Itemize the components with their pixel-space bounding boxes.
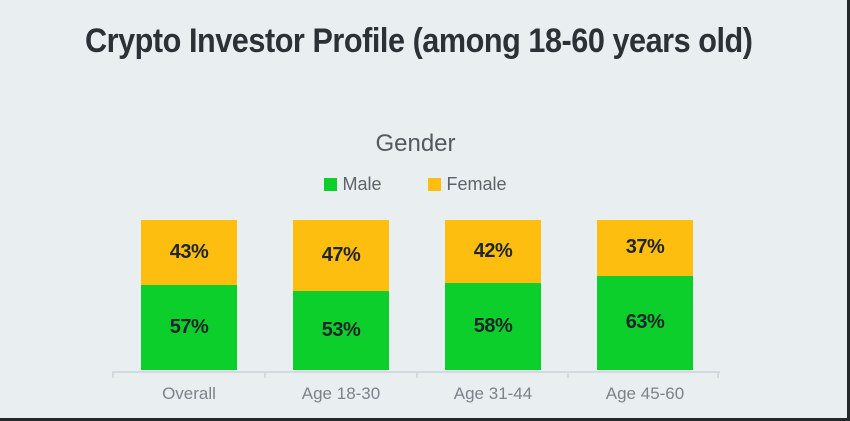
bar-segment-male: 53%	[293, 290, 389, 370]
axis-tick	[717, 373, 719, 378]
axis-tick	[112, 373, 114, 378]
legend-item-male: Male	[324, 174, 381, 195]
axis-tick	[567, 373, 569, 378]
bar-segment-female: 43%	[141, 220, 237, 285]
axis-tick	[416, 373, 418, 378]
bar-segment-female: 37%	[597, 220, 693, 276]
category-label: Age 45-60	[605, 384, 685, 403]
bar-segment-male: 57%	[141, 284, 237, 370]
category-label: Age 31-44	[453, 384, 533, 403]
category-label: Overall	[162, 384, 216, 403]
bar-segment-female: 47%	[293, 220, 389, 291]
chart-title: Crypto Investor Profile (among 18-60 yea…	[85, 22, 753, 60]
bar-segment-female: 42%	[445, 220, 541, 283]
legend-label: Female	[446, 174, 507, 194]
legend-item-female: Female	[428, 174, 507, 195]
stacked-bar: 43% 57%	[141, 220, 237, 370]
legend-title: Gender	[375, 130, 456, 157]
stacked-bar: 37% 63%	[597, 220, 693, 370]
bar-segment-male: 58%	[445, 283, 541, 370]
stacked-bar: 42% 58%	[445, 220, 541, 370]
bar-segment-male: 63%	[597, 275, 693, 370]
legend-swatch-female	[428, 178, 442, 191]
legend: Male Female	[112, 174, 719, 195]
category-label: Age 18-30	[301, 384, 381, 403]
legend-label: Male	[342, 174, 382, 194]
plot-area: 43% 57% 47% 53% 42% 58% 37% 63%	[112, 220, 719, 370]
x-axis-line	[112, 371, 720, 380]
stacked-bar: 47% 53%	[293, 220, 389, 370]
legend-swatch-male	[324, 178, 338, 191]
axis-tick	[264, 373, 266, 378]
